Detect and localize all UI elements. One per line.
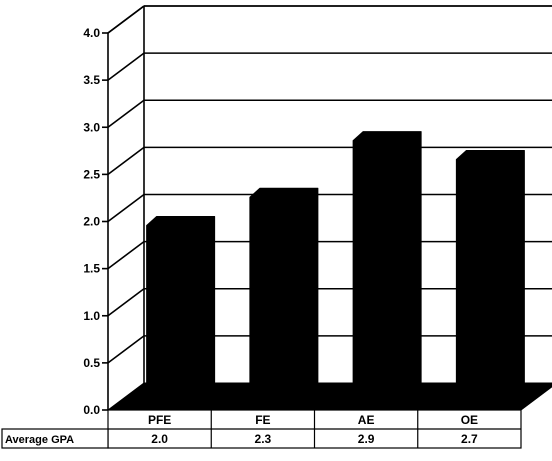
y-tick-label-5: 2.5 xyxy=(83,167,100,181)
y-tick-label-1: 0.5 xyxy=(83,356,100,370)
y-tick-label-3: 1.5 xyxy=(83,262,100,276)
data-table: PFE 2.0 FE 2.3 AE 2.9 OE 2.7 Average GPA xyxy=(1,409,522,449)
table-header-oe: OE xyxy=(461,413,478,427)
table-value-oe: 2.7 xyxy=(461,432,478,446)
bar-fe xyxy=(249,187,319,399)
table-row-label-cell xyxy=(1,428,109,449)
y-tick-label-8: 4.0 xyxy=(83,26,100,40)
gridline-side-2 xyxy=(107,288,145,317)
table-value-ae: 2.9 xyxy=(358,432,375,446)
bars xyxy=(146,131,525,399)
gridline-side-3 xyxy=(107,240,145,270)
table-value-pfe: 2.0 xyxy=(151,432,168,446)
table-header-fe: FE xyxy=(255,413,270,427)
y-axis: 0.0 0.5 1.0 1.5 2.0 2.5 3.0 3.5 4.0 xyxy=(83,26,108,417)
y-tick-label-6: 3.0 xyxy=(83,120,100,134)
gridline-side-4 xyxy=(107,193,145,223)
bar-ae xyxy=(352,131,422,399)
table-header-pfe: PFE xyxy=(148,413,171,427)
gridline-side-1 xyxy=(107,335,145,364)
table-row-label: Average GPA xyxy=(5,434,74,446)
gridline-side-5 xyxy=(107,146,145,176)
gridline-side-8 xyxy=(107,5,145,34)
gridline-side-6 xyxy=(107,99,145,128)
bar-oe xyxy=(455,150,525,399)
y-tick-label-4: 2.0 xyxy=(83,215,100,229)
y-tick-label-2: 1.0 xyxy=(83,309,100,323)
table-header-ae: AE xyxy=(358,413,375,427)
y-tick-label-0: 0.0 xyxy=(83,403,100,417)
gridline-side-7 xyxy=(107,52,145,81)
bar-pfe xyxy=(146,216,216,399)
y-tick-label-7: 3.5 xyxy=(83,73,100,87)
table-value-fe: 2.3 xyxy=(255,432,272,446)
